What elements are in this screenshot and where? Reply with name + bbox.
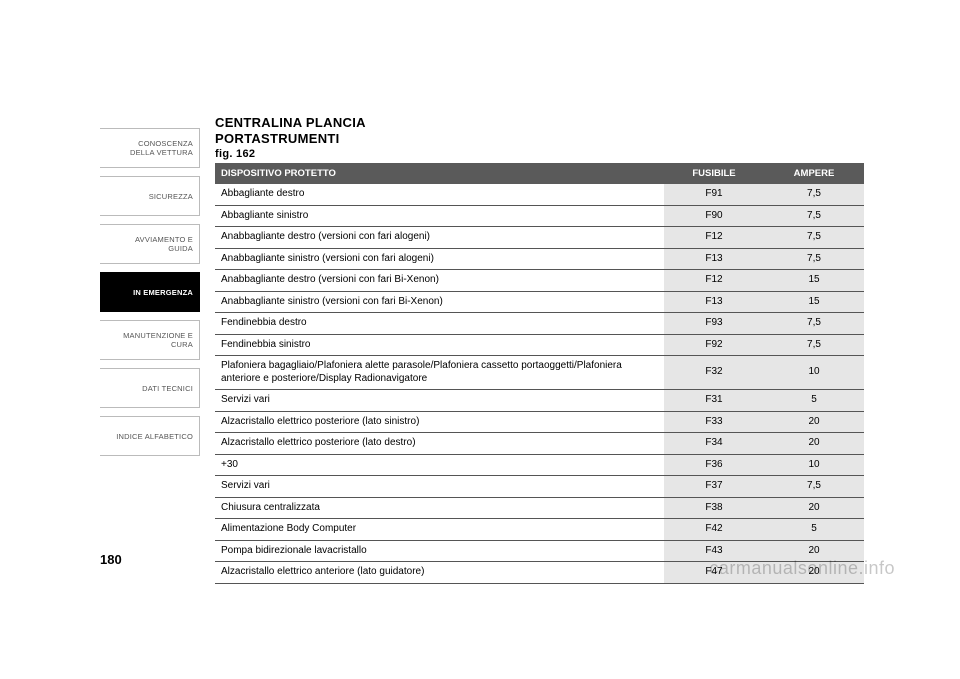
- cell-fuse: F13: [664, 248, 764, 270]
- cell-device: Alzacristallo elettrico posteriore (lato…: [215, 433, 664, 455]
- cell-amp: 15: [764, 291, 864, 313]
- cell-device: Anabbagliante sinistro (versioni con far…: [215, 291, 664, 313]
- cell-amp: 5: [764, 390, 864, 412]
- cell-amp: 7,5: [764, 476, 864, 498]
- cell-device: Anabbagliante destro (versioni con fari …: [215, 270, 664, 292]
- cell-fuse: F34: [664, 433, 764, 455]
- table-row: Abbagliante sinistroF907,5: [215, 205, 864, 227]
- col-header-dispositivo: DISPOSITIVO PROTETTO: [215, 163, 664, 184]
- table-row: Alzacristallo elettrico posteriore (lato…: [215, 411, 864, 433]
- table-header-row: DISPOSITIVO PROTETTO FUSIBILE AMPERE: [215, 163, 864, 184]
- section-heading: CENTRALINA PLANCIA PORTASTRUMENTI fig. 1…: [215, 115, 366, 161]
- cell-fuse: F32: [664, 356, 764, 390]
- cell-device: Alzacristallo elettrico anteriore (lato …: [215, 562, 664, 584]
- fuse-table: DISPOSITIVO PROTETTO FUSIBILE AMPERE Abb…: [215, 163, 864, 584]
- cell-fuse: F42: [664, 519, 764, 541]
- table-row: Anabbagliante destro (versioni con fari …: [215, 270, 864, 292]
- table-row: Anabbagliante sinistro (versioni con far…: [215, 291, 864, 313]
- page-number: 180: [100, 552, 122, 567]
- cell-device: Abbagliante destro: [215, 184, 664, 205]
- table-body: Abbagliante destroF917,5 Abbagliante sin…: [215, 184, 864, 583]
- cell-fuse: F36: [664, 454, 764, 476]
- cell-fuse: F13: [664, 291, 764, 313]
- heading-figure-ref: fig. 162: [215, 148, 366, 162]
- cell-amp: 7,5: [764, 334, 864, 356]
- cell-amp: 10: [764, 454, 864, 476]
- cell-amp: 7,5: [764, 205, 864, 227]
- cell-amp: 7,5: [764, 248, 864, 270]
- cell-amp: 5: [764, 519, 864, 541]
- table-row: +30F3610: [215, 454, 864, 476]
- cell-fuse: F38: [664, 497, 764, 519]
- tab-avviamento[interactable]: AVVIAMENTO E GUIDA: [100, 224, 200, 264]
- section-tabs-sidebar: CONOSCENZA DELLA VETTURA SICUREZZA AVVIA…: [100, 128, 200, 456]
- heading-line-2: PORTASTRUMENTI: [215, 131, 366, 147]
- cell-device: Chiusura centralizzata: [215, 497, 664, 519]
- tab-sicurezza[interactable]: SICUREZZA: [100, 176, 200, 216]
- cell-fuse: F91: [664, 184, 764, 205]
- table-row: Servizi variF377,5: [215, 476, 864, 498]
- cell-device: Anabbagliante destro (versioni con fari …: [215, 227, 664, 249]
- table-row: Anabbagliante sinistro (versioni con far…: [215, 248, 864, 270]
- cell-amp: 20: [764, 497, 864, 519]
- watermark-text: carmanualsonline.info: [709, 558, 895, 579]
- cell-fuse: F92: [664, 334, 764, 356]
- cell-amp: 15: [764, 270, 864, 292]
- cell-device: Plafoniera bagagliaio/Plafoniera alette …: [215, 356, 664, 390]
- cell-amp: 20: [764, 433, 864, 455]
- cell-device: Servizi vari: [215, 476, 664, 498]
- cell-device: Abbagliante sinistro: [215, 205, 664, 227]
- table-row: Fendinebbia sinistroF927,5: [215, 334, 864, 356]
- cell-amp: 20: [764, 411, 864, 433]
- table-row: Chiusura centralizzataF3820: [215, 497, 864, 519]
- cell-amp: 7,5: [764, 313, 864, 335]
- cell-fuse: F37: [664, 476, 764, 498]
- cell-fuse: F12: [664, 270, 764, 292]
- cell-fuse: F12: [664, 227, 764, 249]
- cell-fuse: F33: [664, 411, 764, 433]
- table-row: Plafoniera bagagliaio/Plafoniera alette …: [215, 356, 864, 390]
- cell-fuse: F31: [664, 390, 764, 412]
- cell-amp: 7,5: [764, 227, 864, 249]
- table-row: Alimentazione Body ComputerF425: [215, 519, 864, 541]
- cell-device: Pompa bidirezionale lavacristallo: [215, 540, 664, 562]
- cell-device: +30: [215, 454, 664, 476]
- tab-dati-tecnici[interactable]: DATI TECNICI: [100, 368, 200, 408]
- table-row: Servizi variF315: [215, 390, 864, 412]
- tab-indice[interactable]: INDICE ALFABETICO: [100, 416, 200, 456]
- table-row: Fendinebbia destroF937,5: [215, 313, 864, 335]
- cell-device: Alzacristallo elettrico posteriore (lato…: [215, 411, 664, 433]
- cell-amp: 10: [764, 356, 864, 390]
- tab-manutenzione[interactable]: MANUTENZIONE E CURA: [100, 320, 200, 360]
- tab-in-emergenza[interactable]: IN EMERGENZA: [100, 272, 200, 312]
- heading-line-1: CENTRALINA PLANCIA: [215, 115, 366, 131]
- table-row: Alzacristallo elettrico posteriore (lato…: [215, 433, 864, 455]
- cell-amp: 7,5: [764, 184, 864, 205]
- table-row: Anabbagliante destro (versioni con fari …: [215, 227, 864, 249]
- cell-device: Fendinebbia destro: [215, 313, 664, 335]
- cell-device: Servizi vari: [215, 390, 664, 412]
- cell-fuse: F93: [664, 313, 764, 335]
- col-header-fusibile: FUSIBILE: [664, 163, 764, 184]
- table-row: Abbagliante destroF917,5: [215, 184, 864, 205]
- cell-device: Anabbagliante sinistro (versioni con far…: [215, 248, 664, 270]
- tab-conoscenza[interactable]: CONOSCENZA DELLA VETTURA: [100, 128, 200, 168]
- cell-device: Alimentazione Body Computer: [215, 519, 664, 541]
- cell-device: Fendinebbia sinistro: [215, 334, 664, 356]
- cell-fuse: F90: [664, 205, 764, 227]
- col-header-ampere: AMPERE: [764, 163, 864, 184]
